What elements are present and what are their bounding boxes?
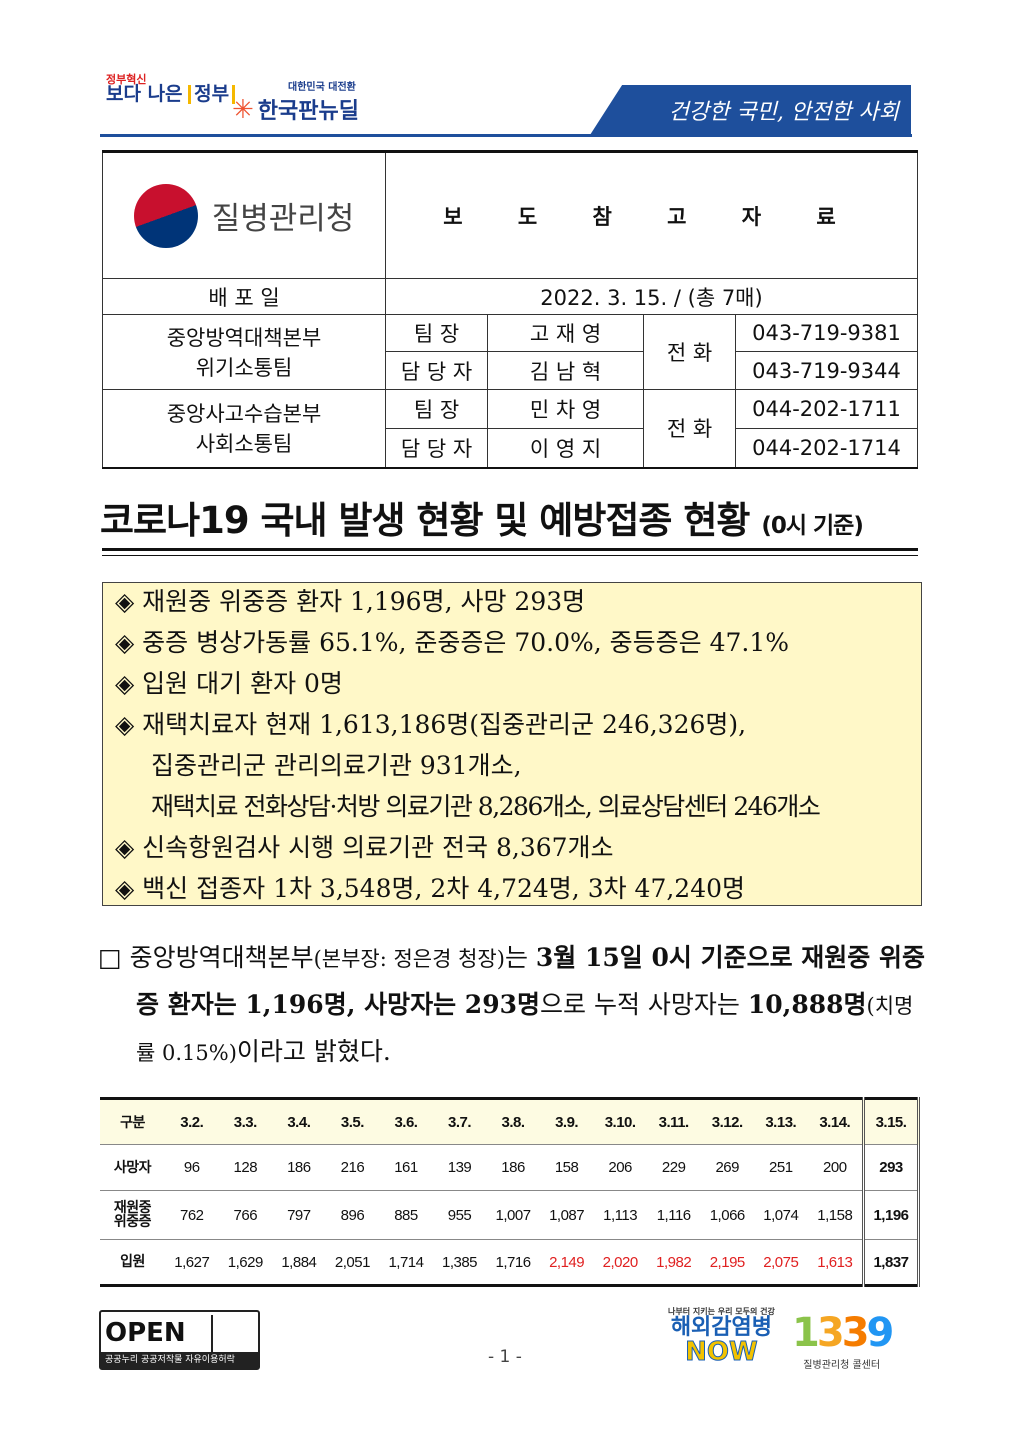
table-cell: 1,116 (646, 1190, 701, 1240)
table-cell: 1,982 (646, 1239, 701, 1286)
table-cell: 1,087 (539, 1190, 594, 1240)
table-cell: 128 (218, 1144, 273, 1191)
person-icon (211, 1315, 257, 1353)
table-cell: 885 (379, 1190, 433, 1240)
table-cell: 186 (272, 1144, 326, 1191)
summary-item: ◈ 신속항원검사 시행 의료기관 전국 8,367개소 (115, 833, 614, 862)
summary-item: 재택치료 전화상담·처방 의료기관 8,286개소, 의료상담센터 246개소 (151, 792, 821, 821)
table-cell: 139 (432, 1144, 487, 1191)
table-cell: 1,629 (218, 1239, 273, 1286)
table-cell: 1,627 (165, 1239, 219, 1286)
row-label: 재원중 위중증 (100, 1190, 165, 1240)
kdca-logo: 질병관리청 (103, 183, 385, 248)
table-cell: 186 (486, 1144, 540, 1191)
page-title: 코로나19 국내 발생 현황 및 예방접종 현황 (0시 기준) (100, 499, 864, 542)
header-cell: 3.14. (807, 1098, 864, 1145)
header-divider (100, 134, 912, 137)
table-cell: 955 (432, 1190, 487, 1240)
header-cell: 3.8. (486, 1098, 540, 1145)
table-cell: 1,074 (754, 1190, 808, 1240)
summary-item: ◈ 중증 병상가동률 65.1%, 준중증은 70.0%, 중등증은 47.1% (115, 628, 790, 657)
table-cell: 96 (165, 1144, 219, 1191)
dept: 중앙사고수습본부 사회소통팀 (102, 389, 386, 468)
table-header-row: 구분 3.2. 3.3. 3.4. 3.5. 3.6. 3.7. 3.8. 3.9. 3.10. 3… (100, 1098, 920, 1145)
daily-stats-table: 구분 3.2. 3.3. 3.4. 3.5. 3.6. 3.7. 3.8. 3.9. 3.10. 3… (100, 1097, 920, 1287)
header-cell: 3.2. (165, 1098, 219, 1145)
table-cell: 293 (862, 1144, 920, 1191)
table-cell: 1,714 (379, 1239, 433, 1286)
table-cell: 1,613 (807, 1239, 864, 1286)
summary-item: ◈ 재택치료자 현재 1,613,186명(집중관리군 246,326명), (115, 710, 747, 739)
table-cell: 206 (593, 1144, 647, 1191)
summary-item: ◈ 백신 접종자 1차 3,548명, 2차 4,724명, 3차 47,240… (115, 874, 746, 903)
header-cell: 3.6. (379, 1098, 433, 1145)
summary-item: ◈ 재원중 위중증 환자 1,196명, 사망 293명 (115, 587, 586, 616)
phone: 043-719-9381 (735, 314, 918, 352)
table-cell: 1,007 (486, 1190, 540, 1240)
header-cell: 3.5. (325, 1098, 380, 1145)
table-cell: 2,149 (539, 1239, 594, 1286)
table-cell: 1,196 (862, 1190, 920, 1240)
table-cell: 896 (325, 1190, 380, 1240)
row-label: 사망자 (100, 1144, 165, 1191)
header-cell: 3.7. (432, 1098, 487, 1145)
summary-box: ◈ 재원중 위중증 환자 1,196명, 사망 293명 ◈ 중증 병상가동률 … (102, 582, 922, 906)
title-divider (102, 548, 918, 556)
table-cell: 2,051 (325, 1239, 380, 1286)
table-cell: 1,837 (862, 1239, 920, 1286)
overseas-infection-now-logo: 나부터 지키는 우리 모두의 건강 해외감염병 NOW (668, 1307, 775, 1368)
table-cell: 2,020 (593, 1239, 647, 1286)
table-cell: 1,113 (593, 1190, 647, 1240)
summary-item: 집중관리군 관리의료기관 931개소, (151, 751, 522, 780)
kogl-open-logo: OPEN 공공누리 공공저작물 자유이용허락 (99, 1310, 260, 1370)
table-cell: 200 (807, 1144, 864, 1191)
phone: 044-202-1714 (735, 428, 918, 468)
star-icon: ✳ (232, 95, 254, 125)
table-cell: 1,385 (432, 1239, 487, 1286)
header-cell: 3.15. (862, 1098, 920, 1145)
page-number: - 1 - (488, 1347, 522, 1367)
slogan-banner: 건강한 국민, 안전한 사회 (590, 85, 911, 135)
header-cell: 3.13. (754, 1098, 808, 1145)
header-cell: 3.9. (539, 1098, 594, 1145)
table-cell: 161 (379, 1144, 433, 1191)
taegeuk-icon (133, 183, 198, 248)
body-paragraph: □ 중앙방역대책본부(본부장: 정은경 청장)는 3월 15일 0시 기준으로 … (98, 943, 926, 1066)
table-cell: 1,716 (486, 1239, 540, 1286)
table-cell: 766 (218, 1190, 273, 1240)
table-cell: 1,158 (807, 1190, 864, 1240)
press-info-table: 질병관리청 보 도 참 고 자 료 배 포 일 2022. 3. 15. / (총 … (102, 150, 918, 469)
table-cell: 2,075 (754, 1239, 808, 1286)
doc-type: 보 도 참 고 자 료 (385, 151, 918, 279)
header-cell: 3.11. (646, 1098, 701, 1145)
header-cell: 3.10. (593, 1098, 647, 1145)
table-cell: 2,195 (700, 1239, 755, 1286)
header-cell: 3.3. (218, 1098, 273, 1145)
dist-value: 2022. 3. 15. / (총 7매) (385, 278, 918, 315)
table-cell: 216 (325, 1144, 380, 1191)
header-cell: 3.4. (272, 1098, 326, 1145)
phone: 044-202-1711 (735, 389, 918, 429)
row-label: 입원 (100, 1239, 165, 1286)
table-cell: 158 (539, 1144, 594, 1191)
table-cell: 1,884 (272, 1239, 326, 1286)
table-row: 사망자 96 128 186 216 161 139 186 158 206 229 269 251 20… (100, 1144, 920, 1191)
korean-new-deal-logo: 대한민국 대전환 ✳ 한국판뉴딜 (232, 82, 359, 125)
table-cell: 762 (165, 1190, 219, 1240)
summary-item: ◈ 입원 대기 환자 0명 (115, 669, 343, 698)
gov-innovation-logo: 정부혁신 보다 나은 정부 (106, 74, 236, 104)
table-cell: 1,066 (700, 1190, 755, 1240)
header-cell: 3.12. (700, 1098, 755, 1145)
table-row: 입원 1,627 1,629 1,884 2,051 1,714 1,385 1,716 2,1… (100, 1239, 920, 1286)
table-cell: 251 (754, 1144, 808, 1191)
table-cell: 269 (700, 1144, 755, 1191)
table-row: 재원중 위중증 762 766 797 896 885 955 1,007 1,087 1,113… (100, 1190, 920, 1240)
dist-label: 배 포 일 (102, 278, 386, 315)
header-cell: 구분 (100, 1098, 165, 1145)
table-cell: 797 (272, 1190, 326, 1240)
table-cell: 229 (646, 1144, 701, 1191)
phone: 043-719-9344 (735, 351, 918, 390)
dept: 중앙방역대책본부 위기소통팀 (102, 314, 386, 390)
call-center-1339-logo: 1339 질병관리청 콜센터 (792, 1310, 894, 1371)
